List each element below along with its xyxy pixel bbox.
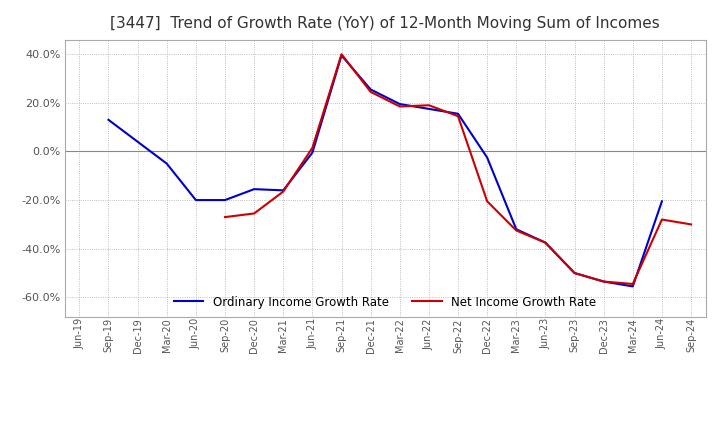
Net Income Growth Rate [425, 103, 433, 108]
Net Income Growth Rate [337, 51, 346, 57]
Ordinary Income Growth Rate [163, 161, 171, 166]
Ordinary Income Growth Rate [337, 53, 346, 58]
Ordinary Income Growth Rate [657, 198, 666, 204]
Ordinary Income Growth Rate [220, 198, 229, 203]
Net Income Growth Rate [483, 198, 492, 204]
Ordinary Income Growth Rate [104, 117, 113, 122]
Net Income Growth Rate [512, 228, 521, 233]
Ordinary Income Growth Rate [279, 188, 287, 193]
Net Income Growth Rate [454, 114, 462, 119]
Net Income Growth Rate [395, 104, 404, 109]
Net Income Growth Rate [599, 279, 608, 284]
Ordinary Income Growth Rate [425, 106, 433, 111]
Net Income Growth Rate [570, 271, 579, 276]
Line: Ordinary Income Growth Rate: Ordinary Income Growth Rate [109, 55, 662, 286]
Net Income Growth Rate [687, 222, 696, 227]
Net Income Growth Rate [366, 89, 375, 95]
Ordinary Income Growth Rate [366, 87, 375, 92]
Net Income Growth Rate [250, 211, 258, 216]
Net Income Growth Rate [541, 240, 550, 245]
Ordinary Income Growth Rate [599, 279, 608, 284]
Net Income Growth Rate [629, 281, 637, 286]
Net Income Growth Rate [220, 214, 229, 220]
Ordinary Income Growth Rate [308, 150, 317, 155]
Legend: Ordinary Income Growth Rate, Net Income Growth Rate: Ordinary Income Growth Rate, Net Income … [169, 291, 601, 314]
Ordinary Income Growth Rate [454, 111, 462, 117]
Ordinary Income Growth Rate [250, 187, 258, 192]
Title: [3447]  Trend of Growth Rate (YoY) of 12-Month Moving Sum of Incomes: [3447] Trend of Growth Rate (YoY) of 12-… [110, 16, 660, 32]
Line: Net Income Growth Rate: Net Income Growth Rate [225, 54, 691, 284]
Ordinary Income Growth Rate [133, 139, 142, 144]
Ordinary Income Growth Rate [395, 101, 404, 106]
Ordinary Income Growth Rate [192, 198, 200, 203]
Net Income Growth Rate [308, 145, 317, 150]
Ordinary Income Growth Rate [541, 240, 550, 245]
Net Income Growth Rate [657, 217, 666, 222]
Ordinary Income Growth Rate [483, 155, 492, 160]
Ordinary Income Growth Rate [629, 284, 637, 289]
Ordinary Income Growth Rate [570, 271, 579, 276]
Ordinary Income Growth Rate [512, 227, 521, 232]
Net Income Growth Rate [279, 189, 287, 194]
